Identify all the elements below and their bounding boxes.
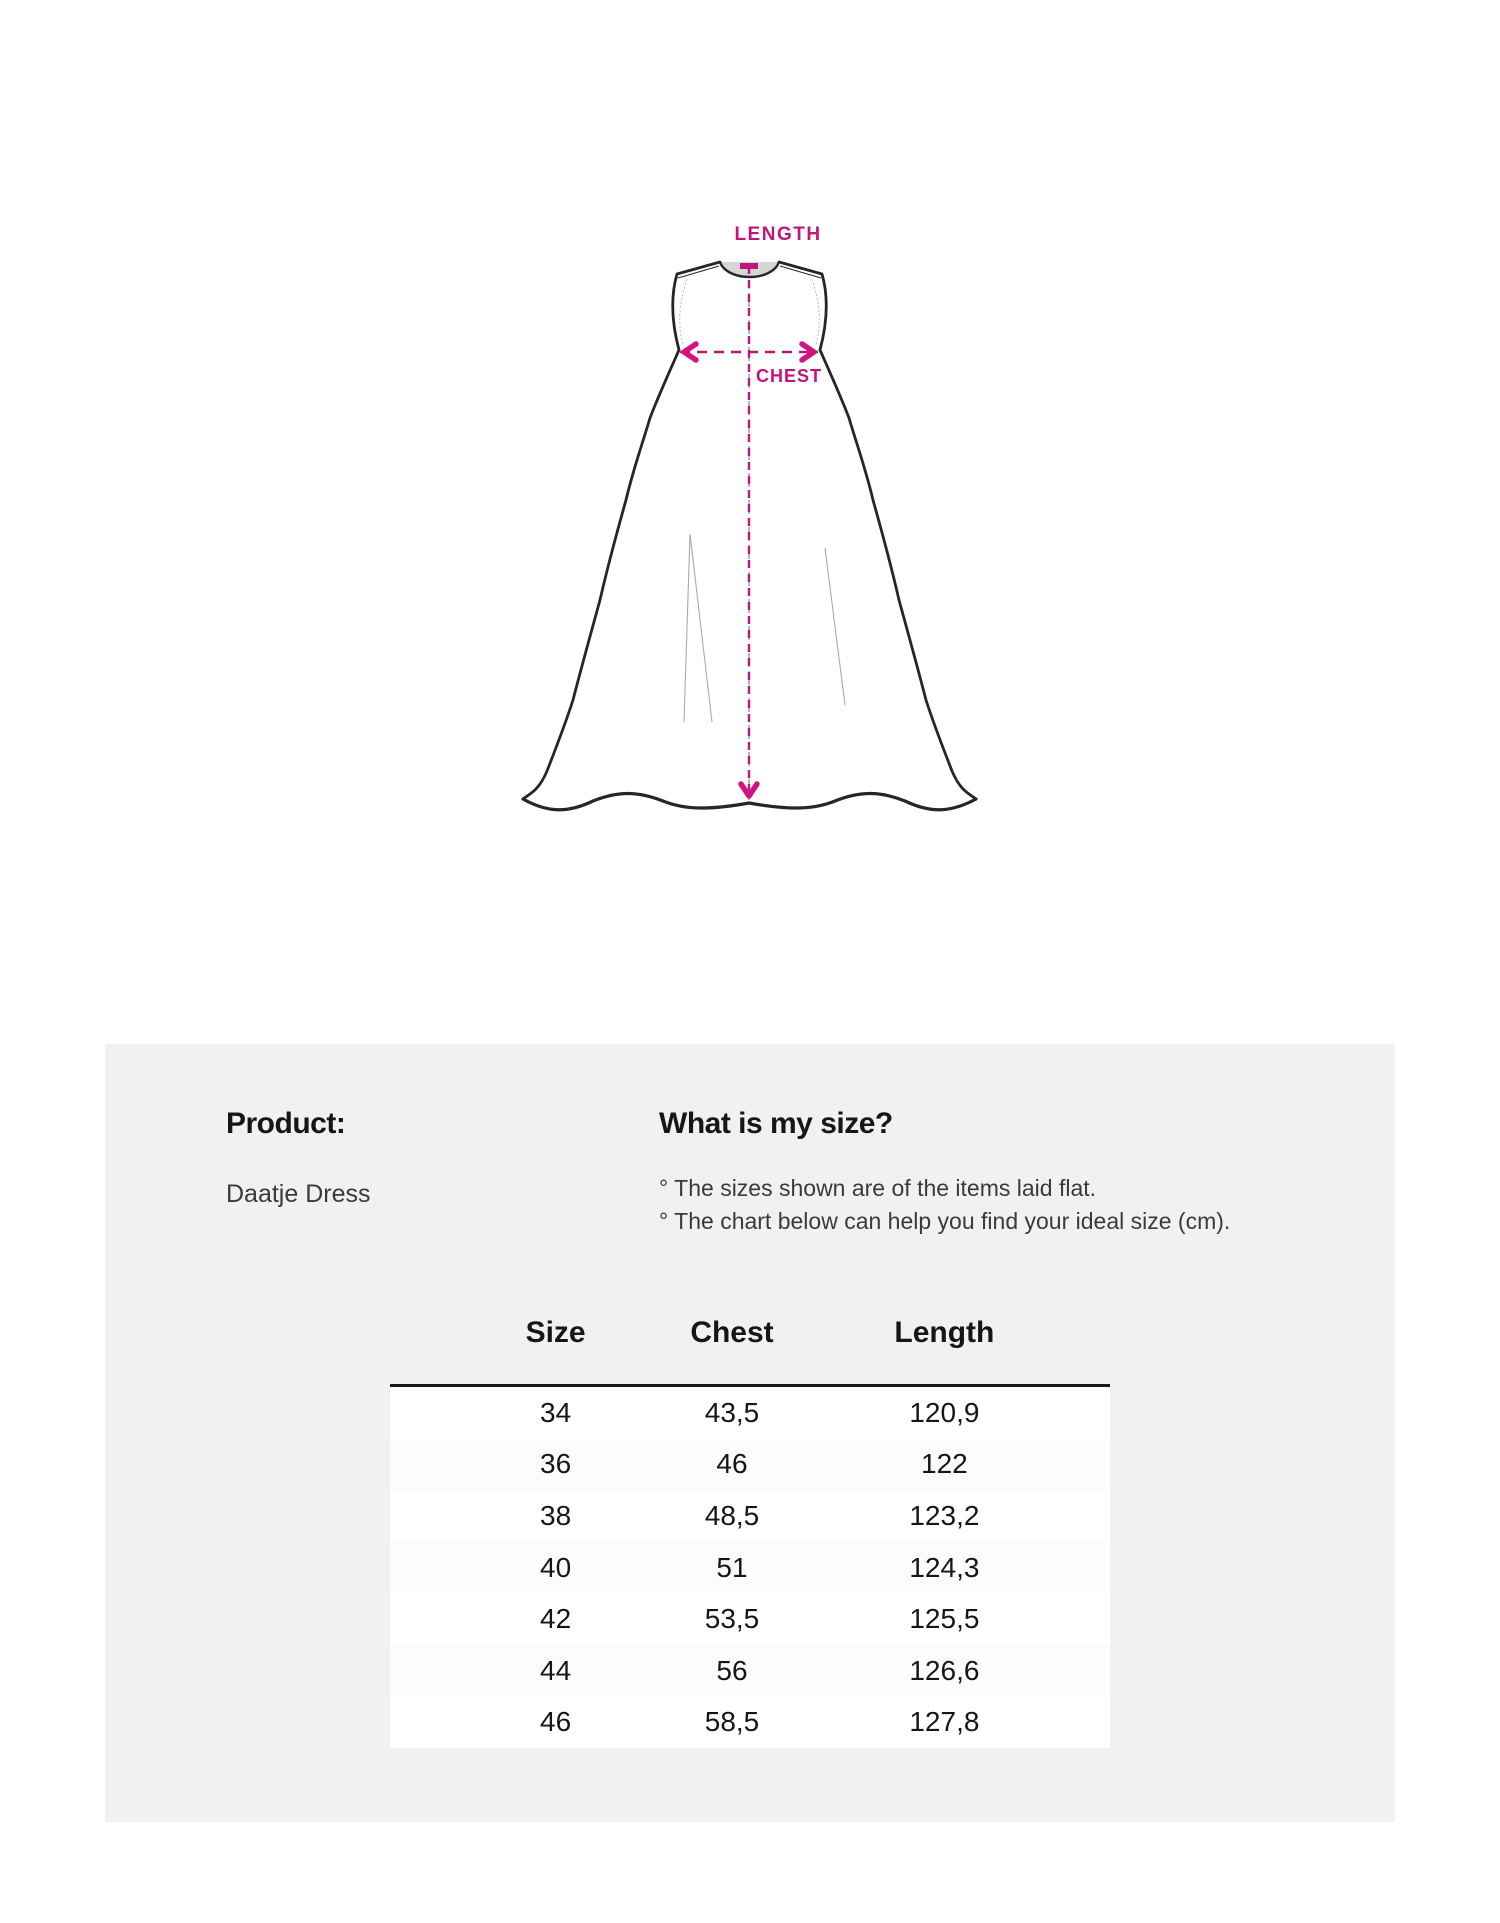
svg-text:LENGTH: LENGTH: [734, 224, 821, 245]
svg-text:CHEST: CHEST: [756, 366, 822, 386]
